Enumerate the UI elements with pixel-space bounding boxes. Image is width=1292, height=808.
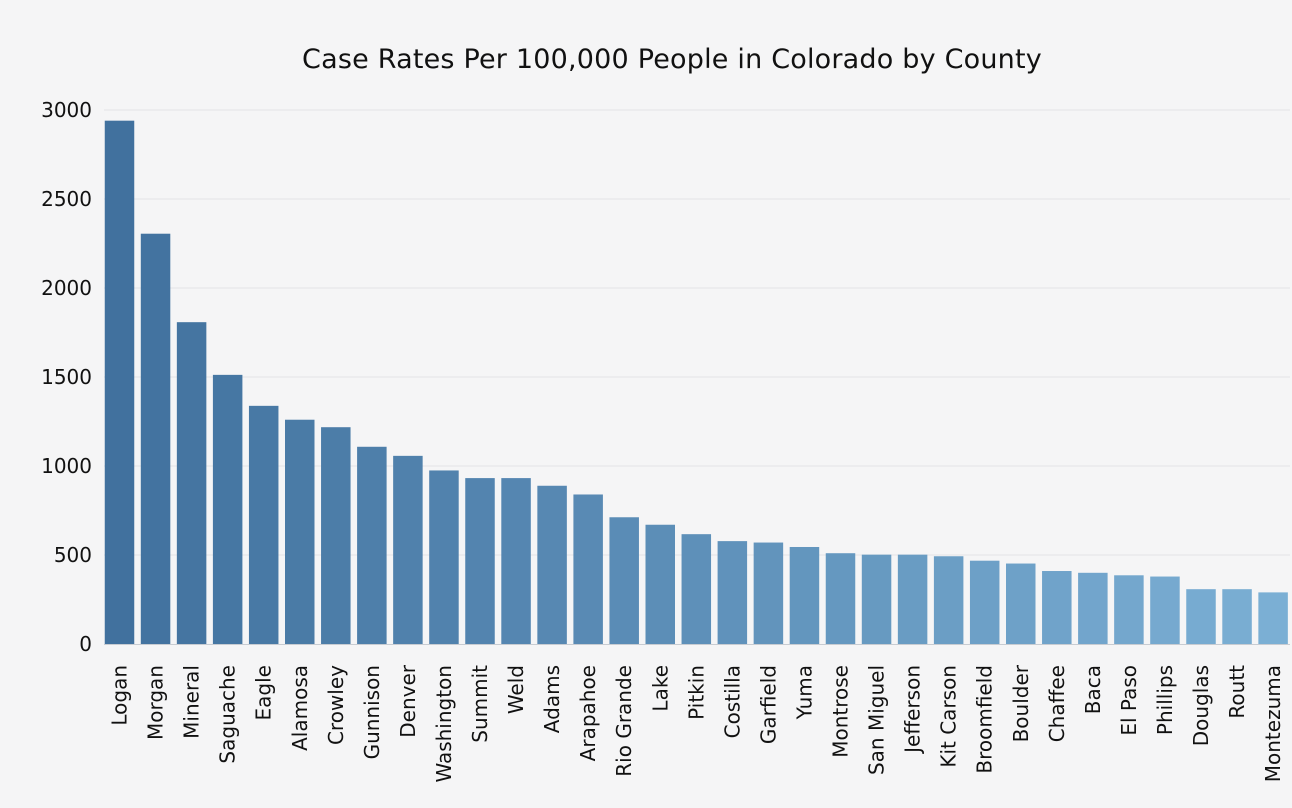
bar-montrose[interactable] (825, 553, 856, 644)
y-tick-label: 2000 (41, 276, 92, 300)
x-tick-label: Logan (108, 665, 132, 726)
bar-arapahoe[interactable] (573, 494, 603, 644)
x-tick-label: Gunnison (360, 665, 384, 759)
y-tick-label: 1000 (41, 454, 92, 478)
bar-baca[interactable] (1078, 572, 1108, 644)
x-tick-label: Pitkin (684, 665, 708, 720)
x-tick-label: Routt (1225, 665, 1249, 719)
bar-pitkin[interactable] (681, 534, 712, 644)
bar-weld[interactable] (501, 478, 531, 644)
x-tick-label: Arapahoe (576, 665, 600, 761)
x-tick-label: Phillips (1153, 665, 1177, 735)
x-tick-label: Garfield (756, 665, 780, 744)
x-tick-label: Costilla (720, 665, 744, 738)
y-tick-label: 1500 (41, 365, 92, 389)
bar-chaffee[interactable] (1042, 571, 1072, 644)
bar-boulder[interactable] (1006, 563, 1036, 644)
y-tick-label: 3000 (41, 98, 92, 122)
bar-saguache[interactable] (212, 374, 243, 644)
y-axis-ticks: 0 500 1000 1500 2000 2500 3000 (41, 98, 92, 656)
x-tick-label: Lake (648, 665, 672, 712)
x-tick-label: Yuma (792, 665, 816, 720)
y-tick-label: 2500 (41, 187, 92, 211)
x-tick-label: Broomfield (973, 665, 997, 774)
bar-montezuma[interactable] (1258, 592, 1288, 644)
bar-eagle[interactable] (248, 405, 279, 644)
bar-costilla[interactable] (717, 541, 748, 644)
x-tick-label: Denver (396, 664, 420, 738)
y-tick-label: 500 (54, 543, 92, 567)
x-tick-label: Eagle (252, 665, 276, 720)
x-tick-label: Douglas (1189, 665, 1213, 746)
chart-title: Case Rates Per 100,000 People in Colorad… (302, 44, 1042, 75)
bar-crowley[interactable] (321, 427, 351, 644)
x-tick-label: Morgan (144, 665, 168, 740)
x-axis-ticks: Logan Morgan Mineral Saguache Eagle Alamosa Cr… (108, 664, 1286, 782)
x-tick-label: Saguache (216, 665, 240, 764)
bar-denver[interactable] (393, 455, 423, 644)
x-tick-label: Alamosa (288, 665, 312, 751)
bar-washington[interactable] (429, 470, 459, 644)
bar-alamosa[interactable] (285, 419, 315, 644)
bar-mineral[interactable] (176, 322, 207, 644)
x-tick-label: Mineral (180, 665, 204, 739)
bar-kit-carson[interactable] (933, 556, 964, 644)
x-tick-label: Crowley (324, 665, 348, 745)
x-tick-label: Boulder (1009, 664, 1033, 742)
x-tick-label: Summit (468, 665, 492, 743)
x-tick-label: Kit Carson (937, 665, 961, 768)
bar-douglas[interactable] (1186, 589, 1216, 644)
bar-morgan[interactable] (140, 233, 171, 644)
x-tick-label: Montrose (829, 665, 853, 758)
bar-routt[interactable] (1222, 589, 1252, 644)
bar-garfield[interactable] (753, 542, 784, 644)
y-tick-label: 0 (79, 632, 92, 656)
x-tick-label: San Miguel (865, 665, 889, 775)
bar-logan[interactable] (104, 120, 135, 645)
x-tick-label: Weld (504, 665, 528, 714)
x-tick-label: Jefferson (901, 665, 925, 755)
bar-yuma[interactable] (789, 546, 820, 644)
bar-gunnison[interactable] (357, 446, 387, 644)
x-tick-label: Adams (540, 665, 564, 733)
bar-adams[interactable] (537, 485, 567, 644)
bars (104, 120, 1288, 645)
bar-san-miguel[interactable] (861, 554, 892, 644)
bar-phillips[interactable] (1150, 576, 1180, 644)
x-tick-label: Rio Grande (612, 665, 636, 777)
x-tick-label: Chaffee (1045, 665, 1069, 742)
x-tick-label: Washington (432, 665, 456, 783)
bar-rio-grande[interactable] (609, 517, 639, 644)
bar-jefferson[interactable] (897, 554, 928, 644)
bar-broomfield[interactable] (969, 560, 1000, 644)
bar-summit[interactable] (465, 478, 495, 644)
bar-lake[interactable] (645, 524, 676, 644)
x-tick-label: El Paso (1117, 665, 1141, 736)
bar-el-paso[interactable] (1114, 575, 1144, 644)
x-tick-label: Baca (1081, 665, 1105, 714)
x-tick-label: Montezuma (1261, 665, 1285, 782)
